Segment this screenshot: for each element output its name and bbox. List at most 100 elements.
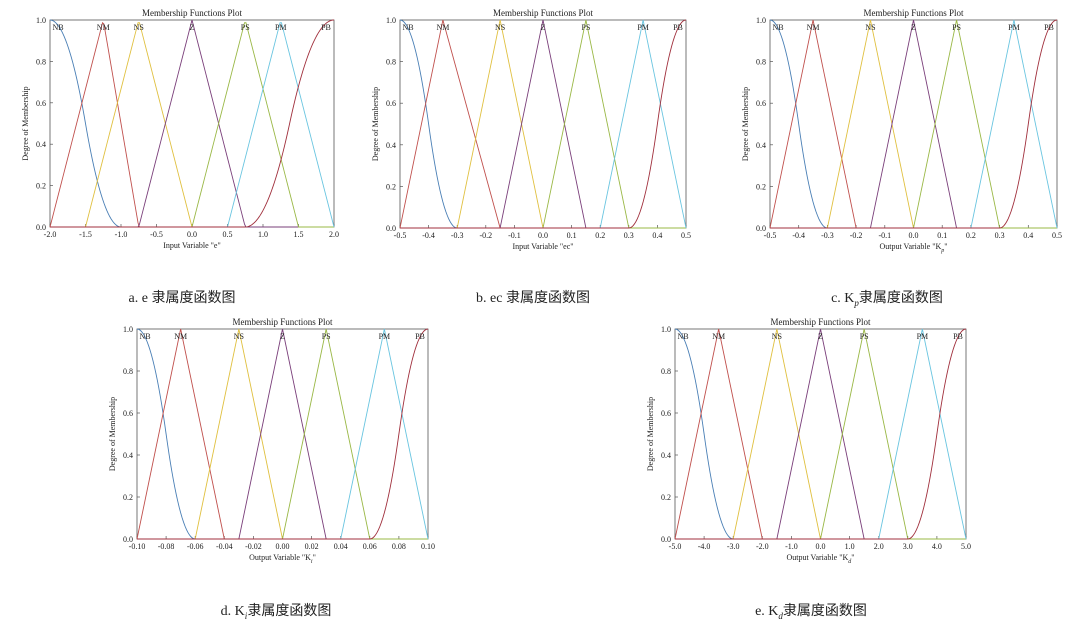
- membership-plot-2: Membership Functions Plot -0.5 -0.4 -0.3 -0.…: [371, 8, 691, 251]
- mf-curve-pb: [400, 19, 687, 229]
- mf-curve-pm: [770, 19, 1058, 229]
- y-tick-label: 0.4: [386, 141, 396, 150]
- y-tick-label: 0.0: [36, 223, 46, 232]
- y-tick-label: 0.0: [123, 535, 133, 544]
- mf-label-nb: NB: [772, 23, 783, 32]
- mf-label-ps: PS: [581, 23, 590, 32]
- mf-curve-pb: [50, 19, 335, 228]
- x-tick-label: 0.4: [652, 231, 662, 240]
- mf-label-ps: PS: [241, 23, 250, 32]
- y-tick-label: 1.0: [756, 16, 766, 25]
- mf-curve-ns: [770, 19, 1057, 229]
- y-tick-label: 0.4: [36, 140, 46, 149]
- x-tick-label: 0.1: [567, 231, 577, 240]
- plot-frame: [674, 328, 967, 540]
- x-axis-label-subscript: p: [940, 248, 944, 254]
- x-tick-label: 0.1: [937, 231, 947, 240]
- y-tick-label: 1.0: [36, 16, 46, 25]
- x-axis-label-text: Input Variable "e": [163, 241, 220, 250]
- mf-label-ps: PS: [860, 332, 869, 341]
- y-tick-label: 1.0: [123, 325, 133, 334]
- mf-curve-nb: [399, 19, 686, 229]
- x-tick-label: -0.04: [216, 542, 233, 551]
- membership-plot-3: Membership Functions Plot -0.5 -0.4 -0.3 -0.…: [741, 8, 1062, 254]
- mf-curve-pm: [400, 19, 687, 229]
- caption-suffix: 隶属度函数图: [505, 291, 590, 306]
- x-tick-label: -1.0: [115, 230, 128, 239]
- y-tick-label: 1.0: [661, 325, 671, 334]
- x-axis-label-subscript: d: [848, 559, 852, 565]
- x-axis-label: Output Variable "Kp": [879, 242, 947, 254]
- x-tick-label: 5.0: [961, 542, 971, 551]
- mf-label-pb: PB: [415, 332, 425, 341]
- x-tick-label: 0.02: [305, 542, 319, 551]
- caption-prefix: d. K: [220, 604, 245, 619]
- mf-curve-nb: [674, 328, 966, 540]
- mf-curve-pb: [770, 19, 1058, 229]
- y-axis-label: Degree of Membership: [108, 397, 117, 471]
- x-tick-label: 2.0: [329, 230, 339, 239]
- mf-label-pm: PM: [917, 332, 929, 341]
- x-tick-label: -4.0: [698, 542, 711, 551]
- mf-curve-ps: [400, 19, 686, 229]
- x-tick-label: -0.06: [187, 542, 204, 551]
- mf-curve-ns: [137, 328, 428, 540]
- x-axis-label-text: Output Variable "K: [786, 553, 848, 562]
- mf-curve-pm: [675, 328, 967, 540]
- y-tick-label: 0.2: [386, 182, 396, 191]
- x-tick-label: 0.5: [681, 231, 691, 240]
- y-tick-label: 0.6: [386, 99, 396, 108]
- mf-label-pm: PM: [1008, 23, 1020, 32]
- mf-label-pm: PM: [637, 23, 649, 32]
- y-tick-label: 0.2: [661, 493, 671, 502]
- caption-suffix: 隶属度函数图: [151, 291, 236, 306]
- mf-label-ns: NS: [772, 332, 782, 341]
- mf-curve-ps: [137, 328, 428, 540]
- x-tick-label: 0.5: [1052, 231, 1062, 240]
- y-axis-label: Degree of Membership: [21, 86, 30, 160]
- mf-curve-nm: [769, 19, 1057, 229]
- x-tick-label: 0.08: [392, 542, 406, 551]
- y-tick-label: 0.0: [386, 224, 396, 233]
- mf-curve-z: [400, 19, 686, 229]
- mf-label-pm: PM: [275, 23, 287, 32]
- plot-title: Membership Functions Plot: [142, 8, 243, 18]
- y-tick-label: 0.4: [661, 451, 671, 460]
- mf-curve-ps: [675, 328, 966, 540]
- x-tick-label: -5.0: [669, 542, 682, 551]
- y-tick-label: 0.0: [661, 535, 671, 544]
- mf-curve-nb: [769, 19, 1057, 229]
- mf-label-pb: PB: [953, 332, 963, 341]
- mf-label-pb: PB: [673, 23, 683, 32]
- x-tick-label: -2.0: [44, 230, 57, 239]
- x-tick-label: 0.3: [624, 231, 634, 240]
- x-tick-label: 1.0: [845, 542, 855, 551]
- y-tick-label: 0.0: [756, 224, 766, 233]
- x-axis-label: Output Variable "Kd": [786, 553, 854, 565]
- x-axis-label-end: ": [851, 553, 854, 562]
- mf-label-ns: NS: [234, 332, 244, 341]
- mf-label-ns: NS: [134, 23, 144, 32]
- x-tick-label: -0.5: [394, 231, 407, 240]
- caption-subscript: p: [854, 297, 859, 308]
- plot-frame: [769, 19, 1058, 229]
- mf-label-nb: NB: [402, 23, 413, 32]
- y-tick-label: 0.8: [756, 58, 766, 67]
- mf-label-nb: NB: [139, 332, 150, 341]
- y-axis-label: Degree of Membership: [741, 87, 750, 161]
- x-tick-label: 0.0: [538, 231, 548, 240]
- mf-label-nb: NB: [52, 23, 63, 32]
- mf-label-pb: PB: [321, 23, 331, 32]
- y-tick-label: 0.2: [36, 182, 46, 191]
- x-axis-label-text: Output Variable "K: [249, 553, 311, 562]
- mf-label-nm: NM: [436, 23, 449, 32]
- mf-curve-nm: [399, 19, 686, 229]
- x-tick-label: -0.4: [422, 231, 435, 240]
- caption-prefix: e. K: [755, 604, 779, 619]
- y-tick-label: 0.6: [756, 99, 766, 108]
- caption-subscript: i: [244, 610, 248, 621]
- mf-curve-ps: [770, 19, 1057, 229]
- x-tick-label: -0.10: [129, 542, 146, 551]
- mf-label-z: Z: [818, 332, 823, 341]
- mf-label-ns: NS: [495, 23, 505, 32]
